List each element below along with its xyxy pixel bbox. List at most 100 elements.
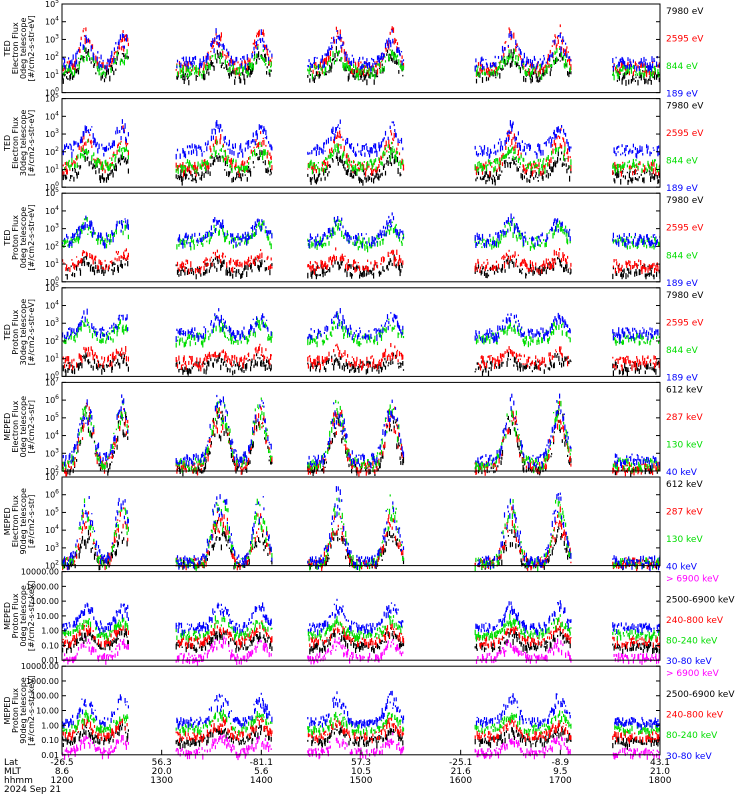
data-point xyxy=(355,68,357,73)
data-point xyxy=(339,155,341,161)
data-point xyxy=(636,263,638,268)
data-point xyxy=(88,262,90,265)
data-point xyxy=(101,266,104,269)
data-point xyxy=(614,150,616,154)
data-point xyxy=(325,157,327,161)
data-point xyxy=(126,364,128,367)
data-point xyxy=(384,170,387,176)
data-point xyxy=(256,153,258,156)
data-point xyxy=(341,37,343,39)
data-point xyxy=(348,237,350,244)
data-point xyxy=(553,59,555,62)
data-point xyxy=(531,237,533,241)
data-point xyxy=(380,72,382,74)
data-point xyxy=(400,240,403,244)
data-point xyxy=(394,154,396,159)
data-point xyxy=(338,50,340,54)
data-point xyxy=(226,142,228,146)
data-point xyxy=(182,171,185,178)
data-point xyxy=(175,162,177,168)
data-point xyxy=(642,70,644,72)
data-point xyxy=(115,223,117,230)
data-point xyxy=(229,262,231,266)
data-point xyxy=(374,168,376,171)
data-point xyxy=(642,73,644,78)
data-point xyxy=(212,55,214,57)
data-point xyxy=(375,237,377,241)
data-point xyxy=(521,58,523,64)
data-point xyxy=(315,178,317,185)
data-point xyxy=(64,144,66,150)
data-point xyxy=(340,144,342,146)
data-point xyxy=(346,61,348,68)
data-point xyxy=(353,260,355,265)
data-point xyxy=(351,54,353,57)
data-point xyxy=(533,71,535,75)
data-point xyxy=(222,224,224,229)
data-point xyxy=(248,236,250,240)
data-point xyxy=(496,238,498,244)
data-point xyxy=(496,267,498,272)
data-point xyxy=(552,258,554,265)
data-point xyxy=(226,359,228,362)
data-point xyxy=(264,160,266,166)
data-point xyxy=(81,229,83,234)
data-point xyxy=(260,38,262,43)
data-point xyxy=(95,255,97,258)
data-point xyxy=(79,152,82,159)
data-point xyxy=(650,243,652,247)
data-point xyxy=(176,59,179,63)
data-point xyxy=(475,262,477,267)
data-point xyxy=(178,244,180,247)
data-point xyxy=(211,153,213,156)
data-point xyxy=(347,259,349,263)
data-point xyxy=(242,152,244,158)
data-point xyxy=(236,269,238,274)
data-point xyxy=(367,150,369,152)
data-point xyxy=(100,161,102,167)
data-point xyxy=(512,52,514,58)
data-point xyxy=(396,46,398,51)
data-point xyxy=(640,58,642,64)
data-point xyxy=(104,169,106,174)
data-point xyxy=(266,257,268,261)
data-point xyxy=(628,239,630,244)
data-point xyxy=(64,239,66,245)
data-point xyxy=(632,240,634,246)
data-point xyxy=(98,70,100,76)
data-point xyxy=(542,267,544,272)
data-point xyxy=(111,232,113,237)
data-point xyxy=(220,225,222,229)
data-point xyxy=(110,67,112,73)
data-point xyxy=(637,150,639,154)
data-point xyxy=(312,69,314,74)
data-point xyxy=(176,148,179,152)
data-point xyxy=(111,157,113,161)
data-point xyxy=(355,73,357,79)
data-point xyxy=(371,177,373,183)
data-point xyxy=(357,266,359,268)
data-point xyxy=(537,143,539,146)
data-point xyxy=(123,131,125,134)
data-point xyxy=(206,165,208,169)
data-point xyxy=(547,172,549,179)
data-point xyxy=(515,62,517,68)
data-point xyxy=(507,220,509,225)
data-point xyxy=(198,266,201,268)
data-point xyxy=(514,251,516,257)
data-point xyxy=(313,78,315,83)
data-point xyxy=(382,256,385,263)
data-point xyxy=(95,170,97,175)
data-point xyxy=(374,150,376,154)
data-point xyxy=(629,245,631,250)
data-point xyxy=(72,272,74,277)
data-point xyxy=(351,273,353,279)
data-point xyxy=(127,261,129,267)
data-point xyxy=(210,61,212,65)
data-point xyxy=(254,261,256,266)
data-point xyxy=(79,230,82,235)
data-point xyxy=(529,245,531,251)
data-point xyxy=(399,160,401,163)
data-point xyxy=(270,155,272,160)
data-point xyxy=(218,352,220,359)
